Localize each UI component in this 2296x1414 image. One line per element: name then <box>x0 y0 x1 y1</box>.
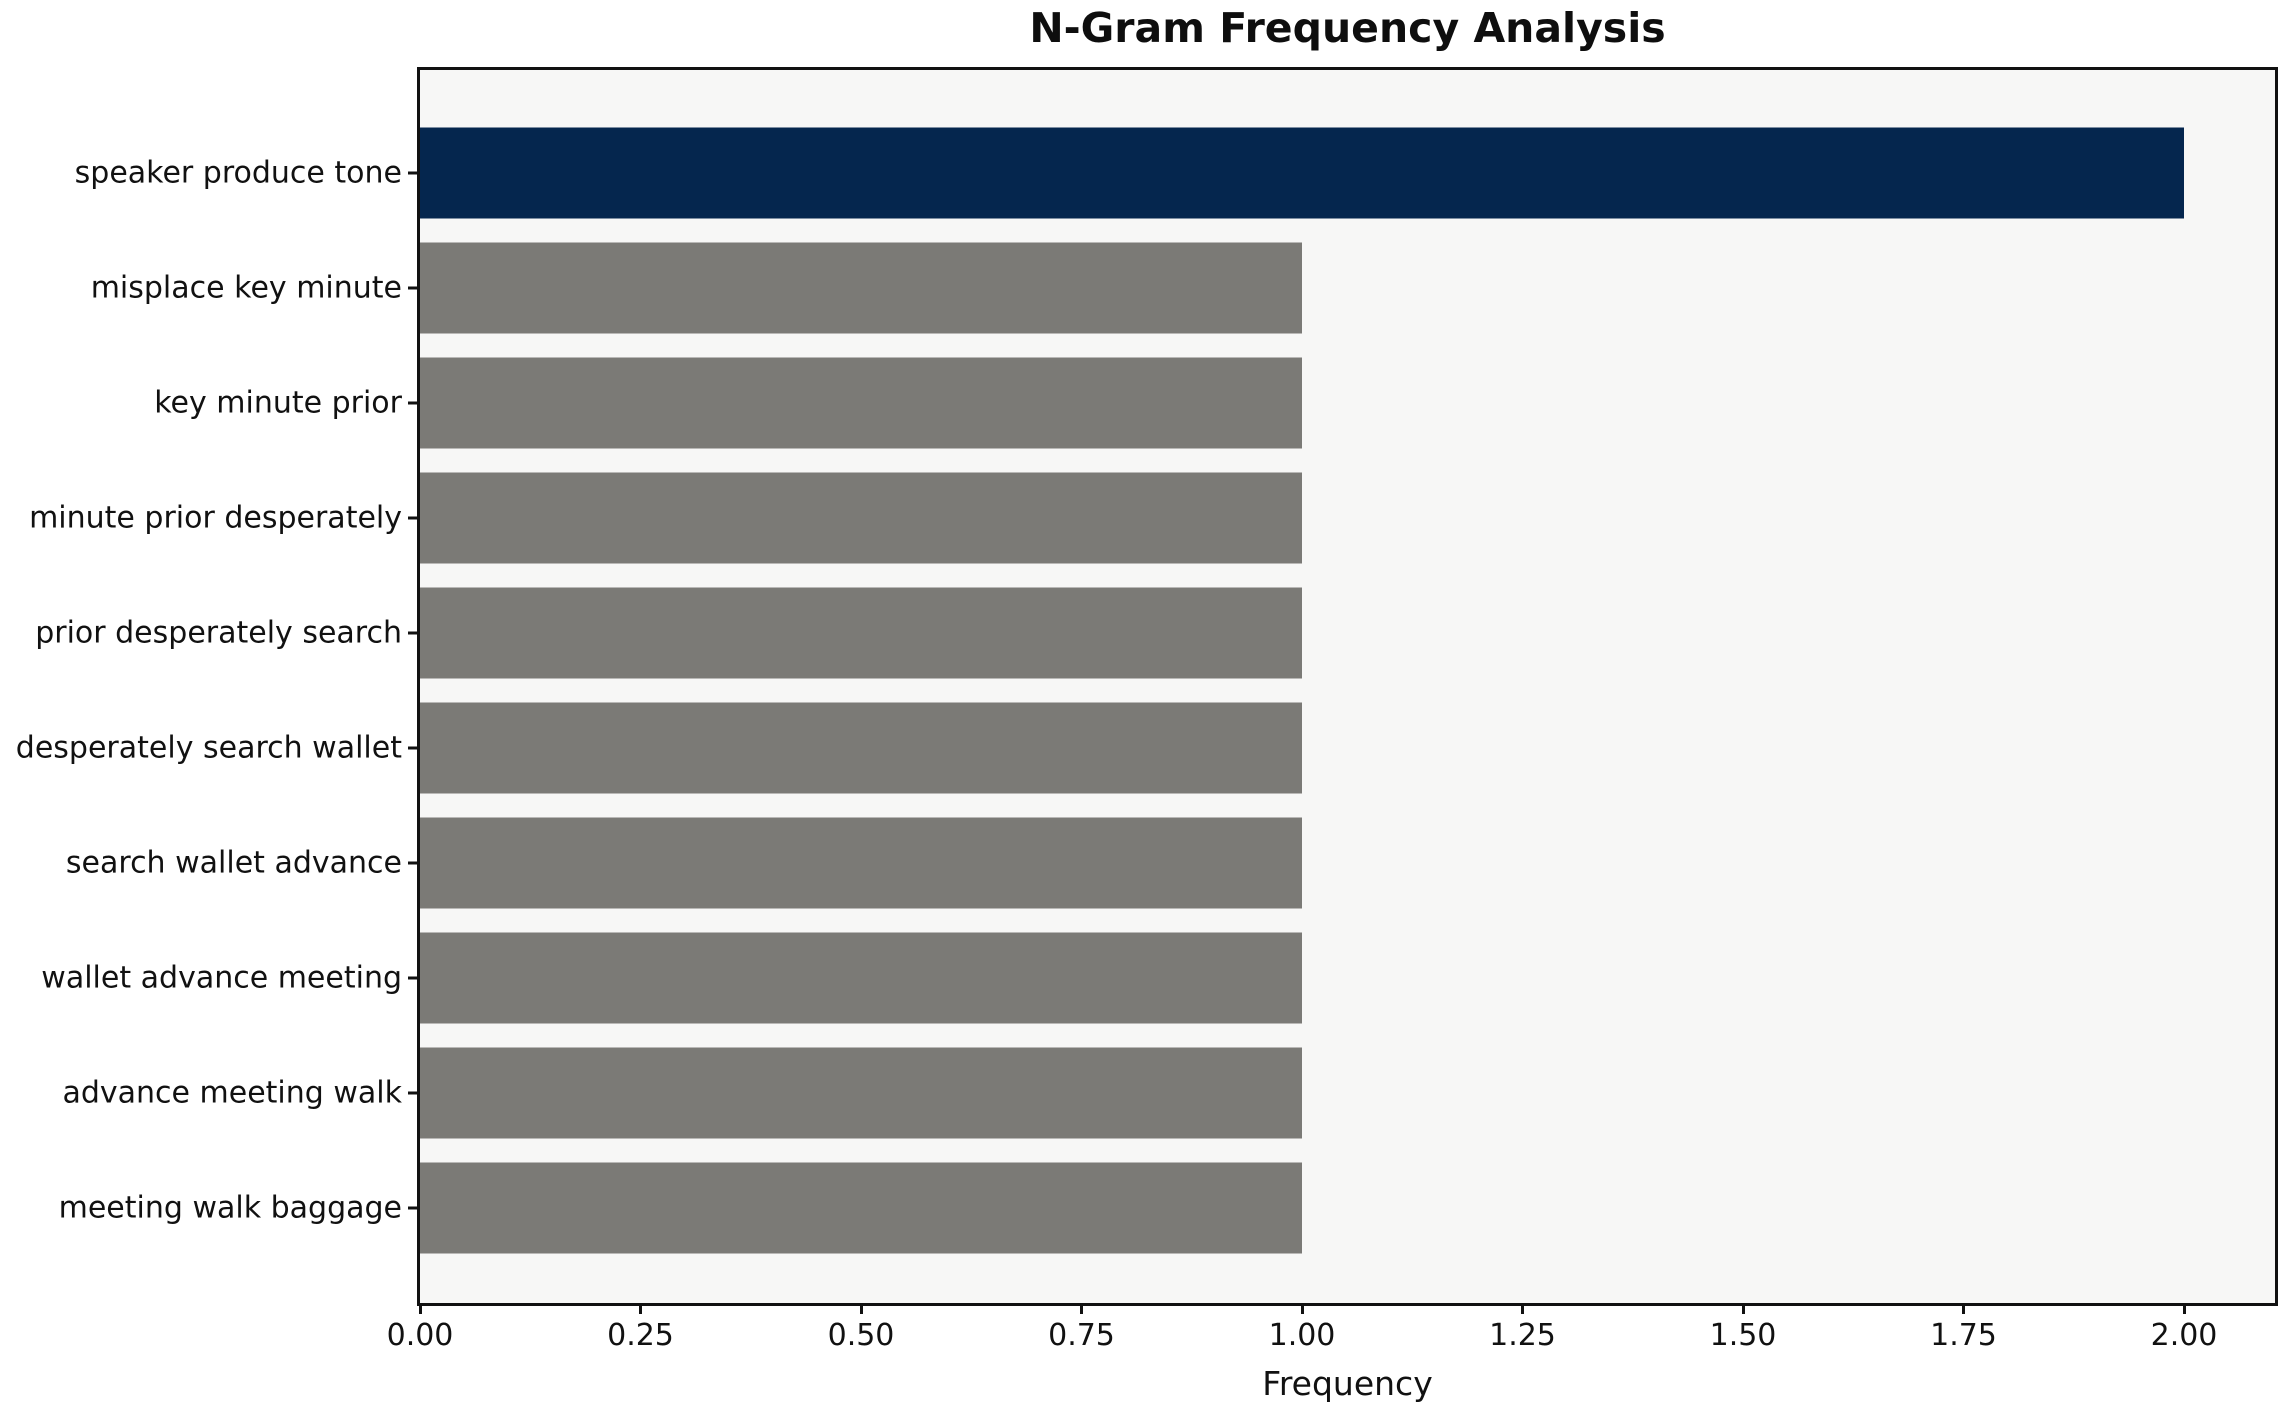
y-tick-label: misplace key minute <box>90 270 402 305</box>
x-tick-label: 0.25 <box>607 1318 674 1353</box>
y-tick-label: advance meeting walk <box>62 1075 402 1110</box>
y-tick-mark <box>408 976 419 979</box>
x-tick-mark <box>418 1303 422 1314</box>
bar <box>420 242 1302 333</box>
bar-row: misplace key minute <box>0 230 2296 345</box>
bar <box>420 472 1302 563</box>
bar <box>420 587 1302 678</box>
bar-row: speaker produce tone <box>0 115 2296 230</box>
x-tick-label: 1.75 <box>1930 1318 1997 1353</box>
x-tick-mark <box>639 1303 642 1314</box>
y-tick-mark <box>408 516 419 519</box>
x-tick-mark <box>859 1303 863 1314</box>
x-axis-label: Frequency <box>1262 1364 1433 1403</box>
y-tick-mark <box>408 286 419 289</box>
y-tick-mark <box>408 861 419 864</box>
x-tick-mark <box>2182 1303 2186 1314</box>
bar <box>420 1162 1302 1253</box>
y-tick-label: meeting walk baggage <box>58 1190 402 1225</box>
x-tick-mark <box>1080 1303 1083 1314</box>
bar <box>420 127 2184 218</box>
y-tick-mark <box>408 1091 419 1094</box>
bar <box>420 702 1302 793</box>
bar <box>420 1047 1302 1138</box>
y-tick-label: speaker produce tone <box>74 155 402 190</box>
x-tick-label: 0.50 <box>827 1318 895 1353</box>
y-tick-label: search wallet advance <box>65 845 402 880</box>
bars-container: speaker produce tone misplace key minute k… <box>0 70 2296 1303</box>
y-tick-mark <box>408 746 419 749</box>
y-tick-label: prior desperately search <box>35 615 402 650</box>
bar <box>420 357 1302 448</box>
bar-row: advance meeting walk <box>0 1035 2296 1150</box>
y-tick-label: minute prior desperately <box>29 500 402 535</box>
x-tick-label: 1.25 <box>1489 1318 1556 1353</box>
x-tick-mark <box>1741 1303 1745 1314</box>
bar-row: prior desperately search <box>0 575 2296 690</box>
bar-row: meeting walk baggage <box>0 1150 2296 1265</box>
y-tick-label: desperately search wallet <box>15 730 402 765</box>
bar-row: desperately search wallet <box>0 690 2296 805</box>
y-tick-mark <box>408 631 419 634</box>
y-tick-label: wallet advance meeting <box>41 960 402 995</box>
y-tick-label: key minute prior <box>154 385 402 420</box>
x-tick-label: 1.00 <box>1268 1318 1336 1353</box>
x-tick-label: 2.00 <box>2150 1318 2218 1353</box>
bar-row: wallet advance meeting <box>0 920 2296 1035</box>
chart-title: N-Gram Frequency Analysis <box>1029 4 1666 52</box>
x-tick-mark <box>1521 1303 1524 1314</box>
x-tick-label: 0.00 <box>386 1318 454 1353</box>
x-tick-label: 1.50 <box>1709 1318 1777 1353</box>
bar <box>420 817 1302 908</box>
bar <box>420 932 1302 1023</box>
y-tick-mark <box>408 171 419 174</box>
y-tick-mark <box>408 1206 419 1209</box>
bar-row: key minute prior <box>0 345 2296 460</box>
bar-row: search wallet advance <box>0 805 2296 920</box>
x-tick-mark <box>1962 1303 1965 1314</box>
bar-row: minute prior desperately <box>0 460 2296 575</box>
x-tick-mark <box>1300 1303 1304 1314</box>
y-tick-mark <box>408 401 419 404</box>
x-tick-label: 0.75 <box>1048 1318 1115 1353</box>
